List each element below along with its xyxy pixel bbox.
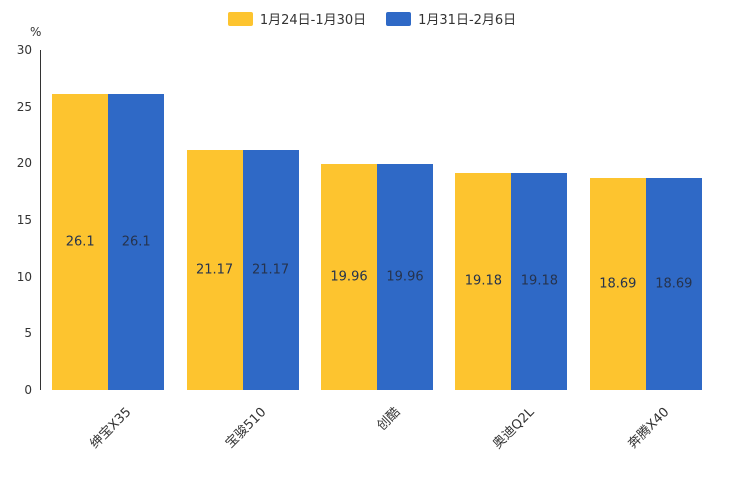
legend-swatch-blue bbox=[386, 11, 412, 26]
legend-item-week1[interactable]: 1月24日-1月30日 bbox=[227, 9, 367, 28]
bar-series1-2 bbox=[186, 150, 243, 390]
bar-value-label: 19.96 bbox=[386, 269, 424, 285]
bar-value-label: 19.18 bbox=[464, 273, 502, 289]
x-axis-label: 绅宝X35 bbox=[87, 404, 135, 452]
y-tick-label: 25 bbox=[16, 99, 32, 114]
bar-series1-3 bbox=[321, 163, 377, 390]
y-tick-label: 30 bbox=[16, 43, 32, 57]
bar-value-label: 21.17 bbox=[195, 262, 234, 278]
bar-series2-3 bbox=[377, 163, 433, 390]
y-tick-label: 10 bbox=[16, 269, 32, 284]
bar-value-label: 26.1 bbox=[65, 234, 95, 250]
x-axis-label: 创酷 bbox=[374, 404, 404, 434]
legend-label-week1: 1月24日-1月30日 bbox=[259, 13, 367, 28]
bar-value-label: 19.96 bbox=[330, 269, 368, 285]
bar-series2-1 bbox=[108, 94, 165, 390]
y-axis-unit-label: % bbox=[30, 25, 42, 39]
bar-value-label: 19.18 bbox=[520, 273, 558, 289]
x-axis-label: 奥迪Q2L bbox=[490, 404, 538, 453]
y-tick-label: 15 bbox=[16, 213, 32, 227]
bar-series2-4 bbox=[511, 172, 568, 390]
legend-label-week2: 1月31日-2月6日 bbox=[418, 13, 517, 28]
y-tick-label: 20 bbox=[16, 156, 32, 171]
bar-value-label: 18.69 bbox=[599, 276, 637, 292]
bar-series2-2 bbox=[242, 150, 299, 390]
legend-item-week2[interactable]: 1月31日-2月6日 bbox=[386, 9, 516, 28]
bar-series1-5 bbox=[589, 178, 646, 390]
bar-series2-5 bbox=[645, 178, 702, 390]
x-axis-label: 宝骏510 bbox=[222, 404, 270, 452]
bar-value-label: 26.1 bbox=[121, 234, 151, 250]
x-axis-label: 奔腾X40 bbox=[625, 404, 673, 452]
bar-series1-4 bbox=[455, 172, 512, 390]
bar-value-label: 18.69 bbox=[655, 276, 693, 292]
bar-value-label: 21.17 bbox=[251, 262, 290, 278]
y-tick-label: 0 bbox=[24, 383, 32, 397]
bar-series1-1 bbox=[52, 94, 109, 390]
plot-area: 0 5 10 15 20 25 30 26.1 26.1 21.17 21.17 19.96 19.96… bbox=[17, 44, 712, 396]
legend: 1月24日-1月30日 1月31日-2月6日 bbox=[0, 9, 744, 28]
legend-swatch-yellow bbox=[227, 11, 253, 26]
y-tick-label: 5 bbox=[24, 326, 32, 341]
x-axis-labels: 绅宝X35 宝骏510 创酷 奥迪Q2L 奔腾X40 bbox=[40, 392, 712, 492]
